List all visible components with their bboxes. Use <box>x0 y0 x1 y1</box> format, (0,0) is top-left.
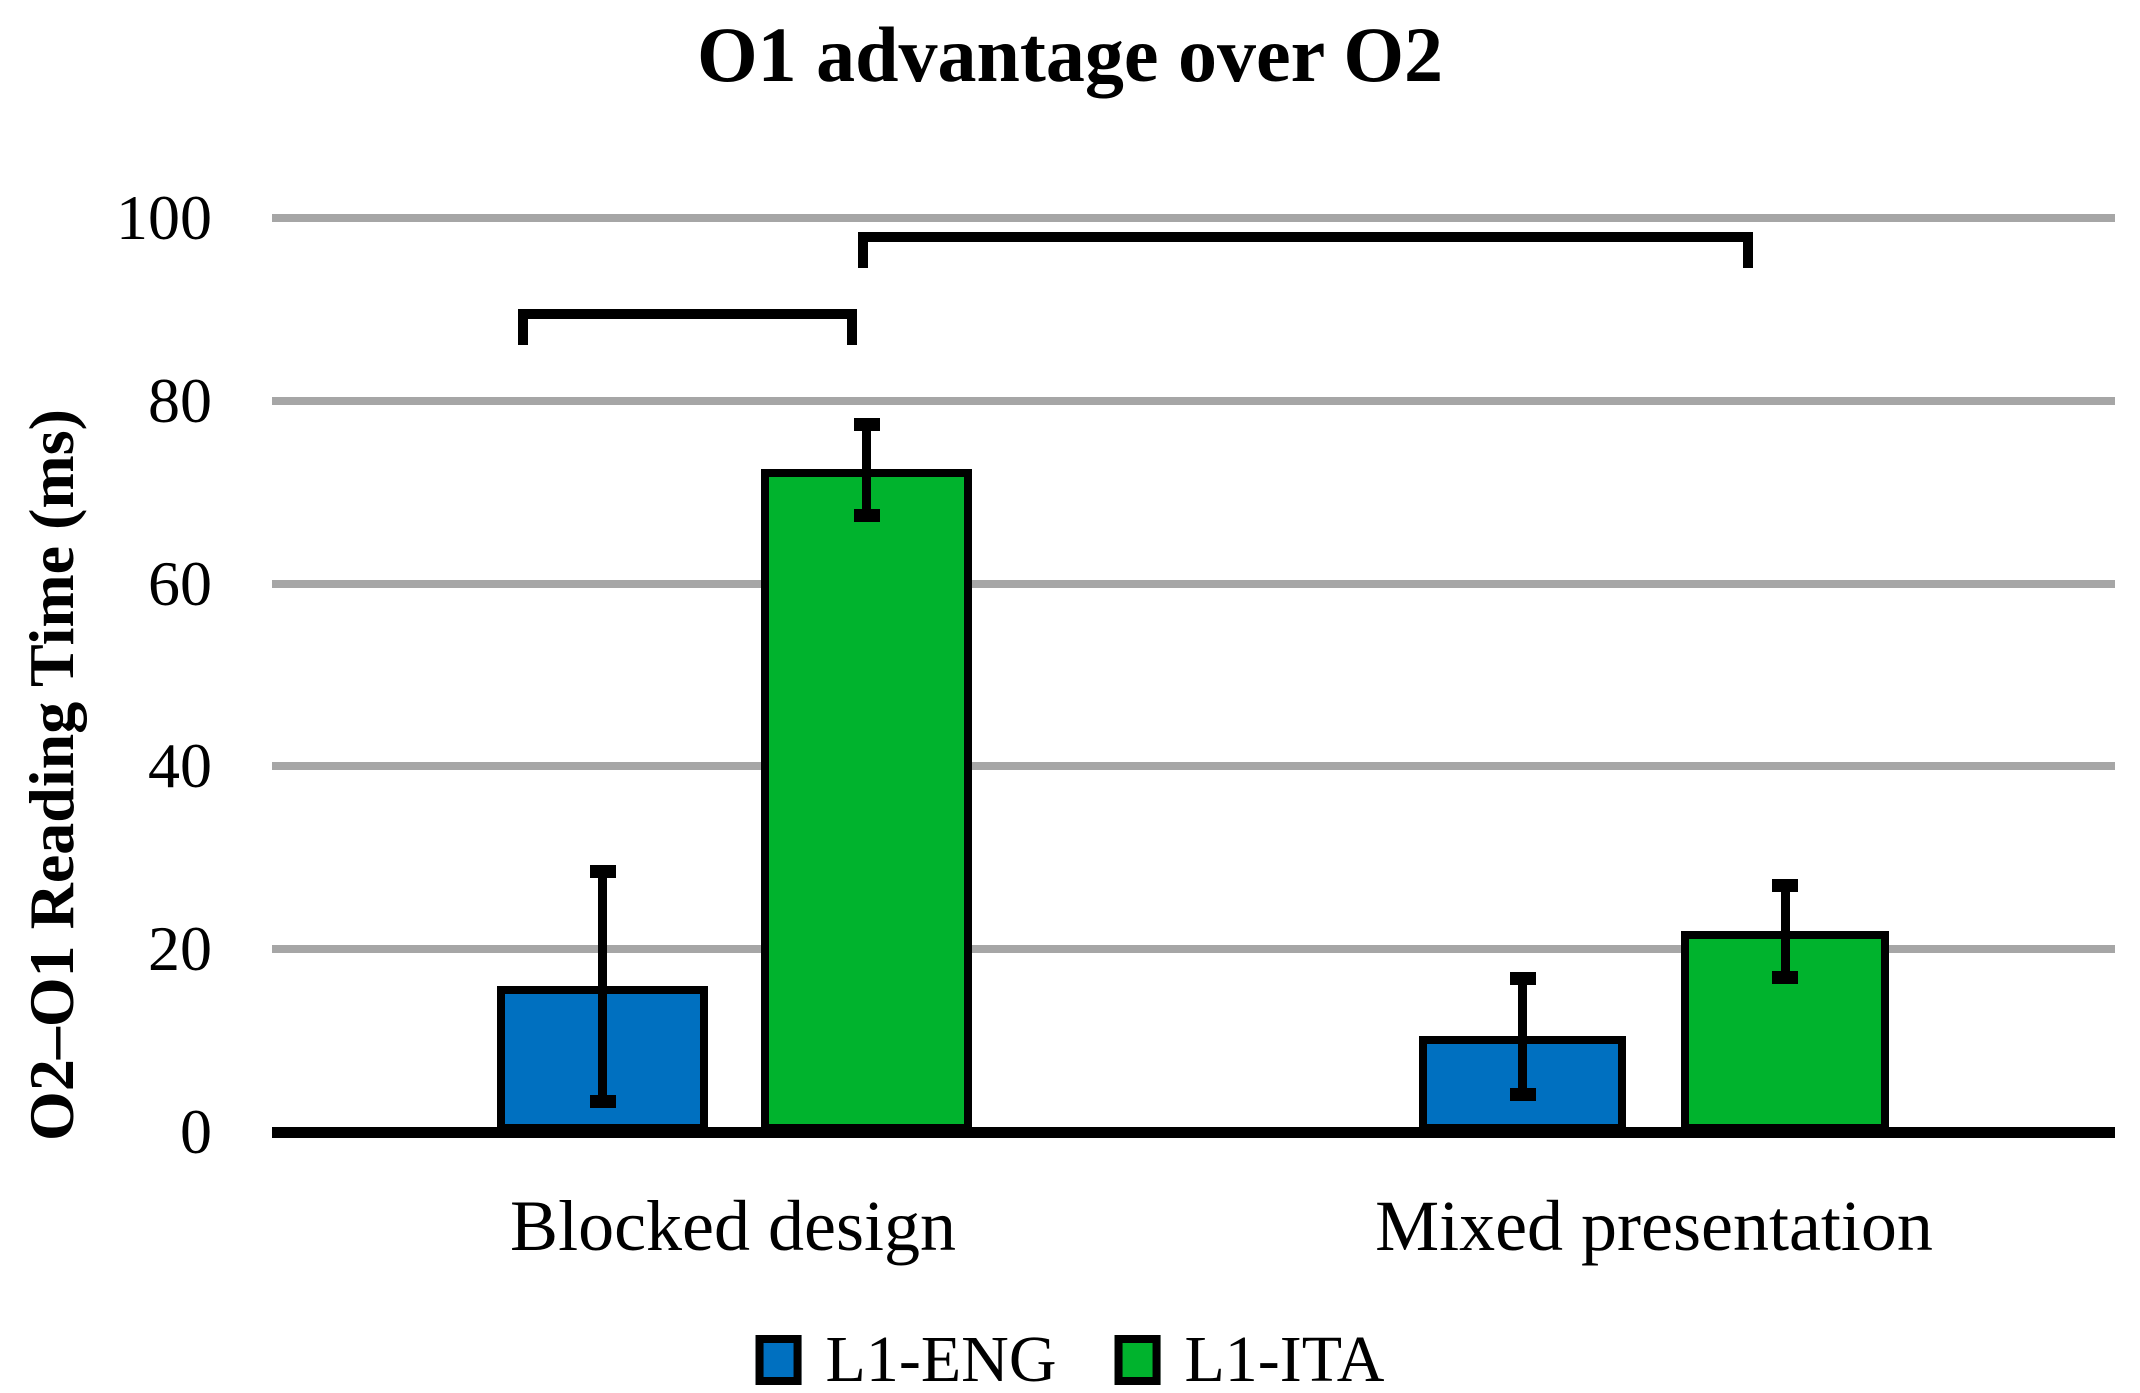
gridline-40 <box>272 762 2115 771</box>
significance-bracket-2 <box>858 231 1753 268</box>
legend-swatch-l1-ita <box>1114 1335 1161 1385</box>
y-tick-label-100: 100 <box>116 182 212 253</box>
significance-bracket-1 <box>518 309 857 346</box>
error-cap-top-l1-eng-mixed-presentation <box>1509 972 1536 986</box>
error-bar-l1-ita-mixed-presentation <box>1780 885 1790 977</box>
error-cap-bottom-l1-ita-blocked-design <box>853 509 880 523</box>
error-bar-l1-ita-blocked-design <box>862 423 871 516</box>
y-tick-label-80: 80 <box>148 364 212 436</box>
error-cap-top-l1-ita-blocked-design <box>853 417 880 431</box>
gridline-20 <box>272 945 2115 954</box>
error-bar-l1-eng-mixed-presentation <box>1518 978 1527 1094</box>
error-bar-l1-eng-blocked-design <box>598 870 607 1101</box>
chart-title: O1 advantage over O2 <box>696 11 1444 98</box>
gridline-80 <box>272 396 2115 405</box>
legend: L1-ENG L1-ITA <box>755 1322 1384 1393</box>
category-label-mixed-presentation: Mixed presentation <box>1375 1186 1933 1266</box>
bar-l1-ita-blocked-design <box>761 469 972 1132</box>
legend-swatch-l1-eng <box>755 1335 802 1385</box>
gridline-60 <box>272 579 2115 588</box>
legend-label-l1-ita: L1-ITA <box>1184 1323 1385 1393</box>
y-tick-label-40: 40 <box>148 730 212 802</box>
gridline-100 <box>272 214 2115 222</box>
y-tick-label-0: 0 <box>180 1096 212 1167</box>
error-cap-bottom-l1-ita-mixed-presentation <box>1772 970 1798 984</box>
y-tick-label-20: 20 <box>148 913 212 985</box>
y-tick-label-60: 60 <box>148 547 212 619</box>
category-label-blocked-design: Blocked design <box>510 1186 956 1266</box>
legend-label-l1-eng: L1-ENG <box>825 1323 1057 1393</box>
error-cap-top-l1-ita-mixed-presentation <box>1772 879 1798 893</box>
error-cap-bottom-l1-eng-mixed-presentation <box>1509 1087 1536 1101</box>
legend-item-l1-eng: L1-ENG <box>755 1322 1057 1393</box>
error-cap-bottom-l1-eng-blocked-design <box>589 1094 616 1108</box>
x-axis-line <box>272 1127 2115 1138</box>
error-cap-top-l1-eng-blocked-design <box>589 864 616 878</box>
legend-item-l1-ita: L1-ITA <box>1114 1322 1384 1393</box>
